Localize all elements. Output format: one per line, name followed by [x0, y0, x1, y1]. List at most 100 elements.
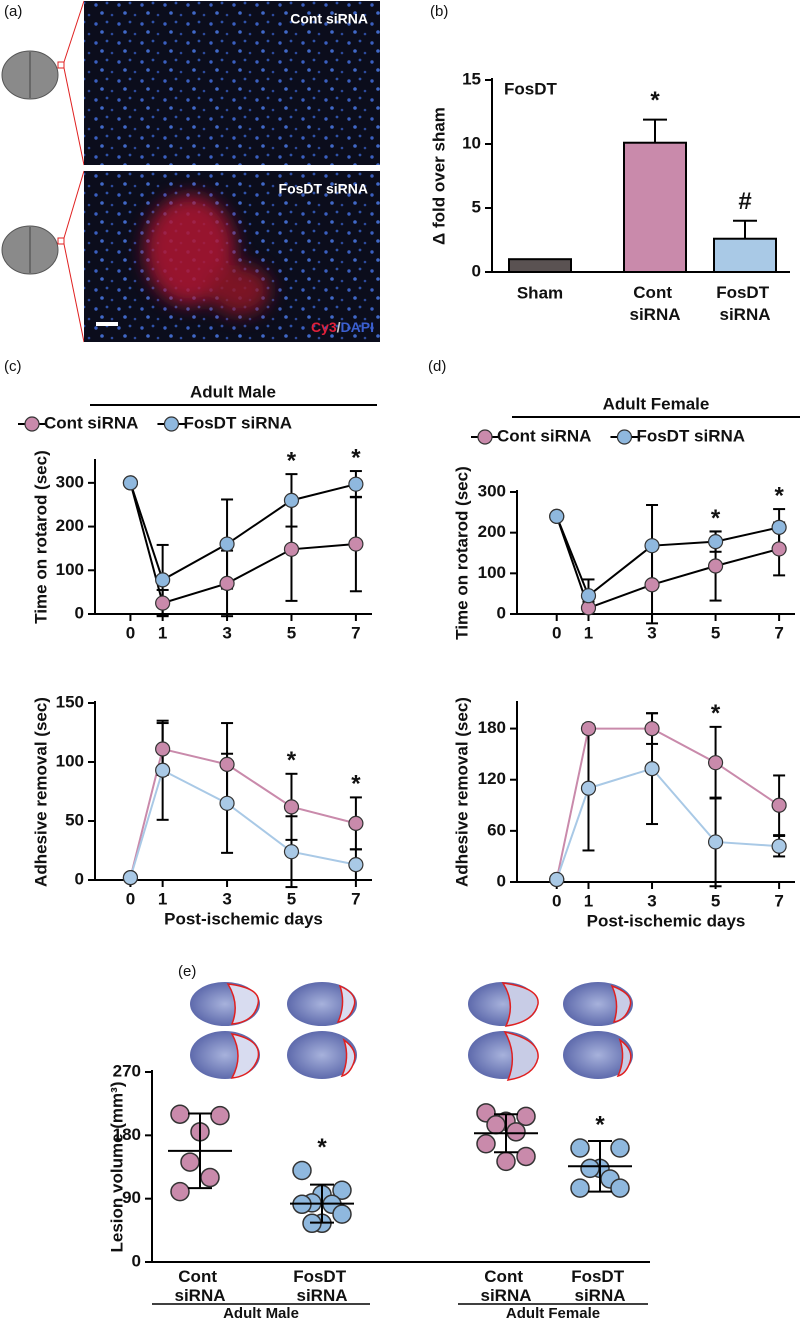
significance-label: *	[351, 444, 361, 471]
data-point	[707, 534, 724, 550]
x-axis-label: Post-ischemic days	[164, 909, 323, 928]
y-axis-label: Δ fold over sham	[429, 107, 448, 245]
y-tick-label: 180	[113, 1125, 141, 1144]
group-label: Adult Female	[506, 1305, 600, 1322]
data-point	[348, 476, 364, 492]
x-tick-label: Cont siRNA	[629, 283, 680, 324]
y-tick-label: 10	[462, 133, 481, 152]
y-tick-label: 0	[75, 603, 84, 622]
y-axis-label: Adhesive removal (sec)	[452, 697, 471, 887]
x-tick-label: 3	[222, 623, 231, 642]
scale-bar	[96, 322, 118, 326]
significance-label: *	[711, 700, 721, 727]
x-tick-label: 1	[158, 623, 167, 642]
data-point	[283, 541, 300, 557]
data-point	[506, 1122, 526, 1142]
data-point	[476, 1134, 496, 1154]
image-label: FosDT siRNA	[279, 181, 368, 197]
x-tick-label: 1	[584, 891, 593, 910]
legend-label: Cont siRNA	[44, 413, 138, 432]
y-tick-label: 300	[56, 472, 84, 491]
data-point	[707, 558, 724, 574]
data-point	[155, 741, 171, 757]
y-axis-label: Time on rotarod (sec)	[452, 466, 471, 640]
x-tick-label: 3	[647, 891, 656, 910]
legend-label: FosDT siRNA	[183, 413, 292, 432]
x-tick-label: 0	[552, 623, 561, 642]
x-tick-label: 7	[774, 623, 783, 642]
x-tick-label: 3	[647, 623, 656, 642]
series-line	[129, 482, 357, 582]
image-label: Cont siRNA	[290, 11, 368, 27]
data-point	[644, 538, 660, 554]
x-tick-label: 7	[351, 623, 360, 642]
chart-title: Adult Female	[603, 394, 710, 413]
data-point	[332, 1180, 352, 1200]
data-point	[610, 1138, 630, 1158]
micrograph	[84, 1, 380, 165]
group-label: Adult Male	[223, 1305, 299, 1322]
x-tick-label: FosDT siRNA	[293, 1267, 351, 1305]
x-tick-label: 5	[287, 889, 296, 908]
data-point	[644, 577, 660, 593]
annotation: FosDT	[504, 79, 558, 98]
panel-label: (a)	[4, 3, 22, 20]
x-tick-label: 0	[126, 889, 135, 908]
x-axis-label: Post-ischemic days	[587, 911, 746, 930]
data-point	[283, 799, 300, 815]
y-axis-label: Lesion volume (mm³)	[107, 1082, 126, 1253]
x-tick-label: FosDT siRNA	[571, 1267, 629, 1305]
data-point	[283, 492, 300, 508]
data-point	[771, 541, 787, 557]
data-point	[348, 857, 364, 873]
data-point	[570, 1138, 590, 1158]
y-tick-label: 60	[487, 820, 506, 839]
bar	[623, 141, 687, 273]
brain-icons	[1, 0, 85, 343]
x-tick-label: Sham	[517, 283, 563, 302]
legend-marker	[477, 429, 493, 445]
legend-marker	[24, 416, 40, 432]
data-point	[707, 834, 724, 850]
stain: DAPI	[341, 319, 374, 335]
x-tick-label: Cont siRNA	[174, 1267, 225, 1305]
significance-label: *	[351, 771, 361, 798]
brain-sections	[190, 982, 633, 1081]
data-point	[210, 1105, 230, 1126]
data-point	[516, 1146, 536, 1167]
y-tick-label: 100	[56, 560, 84, 579]
data-point	[332, 1204, 352, 1224]
significance-label: *	[711, 505, 721, 532]
data-point	[644, 720, 660, 737]
series-line	[129, 768, 357, 878]
y-tick-label: 300	[478, 481, 506, 500]
y-tick-label: 0	[497, 603, 506, 622]
y-tick-label: 15	[462, 69, 481, 88]
y-tick-label: 120	[478, 769, 506, 788]
y-tick-label: 200	[478, 522, 506, 541]
data-point	[219, 795, 235, 811]
panel-label: (c)	[4, 358, 22, 375]
bar	[508, 258, 572, 274]
data-point	[580, 720, 597, 737]
bar	[713, 237, 777, 273]
y-tick-label: 100	[478, 563, 506, 582]
legend-label: FosDT siRNA	[636, 426, 745, 445]
x-tick-label: Cont siRNA	[480, 1267, 531, 1305]
y-axis-label: Time on rotarod (sec)	[31, 450, 50, 624]
data-point	[486, 1115, 506, 1135]
data-point	[549, 508, 565, 525]
data-point	[580, 780, 597, 796]
data-point	[570, 1178, 590, 1198]
data-point	[170, 1104, 190, 1124]
y-axis-label: Adhesive removal (sec)	[31, 697, 50, 887]
significance-label: *	[317, 1134, 327, 1161]
stain: Cy3	[311, 319, 337, 335]
data-point	[496, 1151, 516, 1172]
y-tick-label: 0	[497, 871, 506, 890]
y-tick-label: 0	[75, 869, 84, 888]
y-tick-label: 200	[56, 516, 84, 535]
x-tick-label: 5	[711, 623, 720, 642]
significance-label: *	[774, 482, 784, 509]
panel-label: (e)	[178, 963, 196, 980]
